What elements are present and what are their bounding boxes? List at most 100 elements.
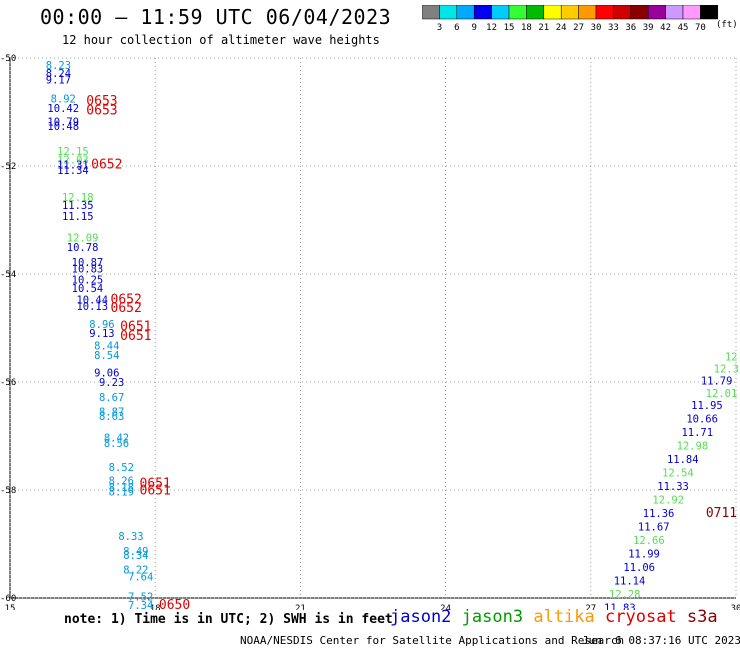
wave-height-label: 10.25 bbox=[72, 275, 104, 287]
pass-time-label: 0650 bbox=[159, 598, 190, 610]
pass-time-label: 0651 bbox=[140, 476, 171, 491]
wave-height-label: 8.42 bbox=[104, 432, 129, 444]
wave-height-label: 11.67 bbox=[638, 522, 670, 534]
satellite-legend-jason3: jason3 bbox=[461, 607, 524, 627]
generated-timestamp: Jun 6 08:37:16 UTC 2023 bbox=[582, 634, 740, 647]
credit-line: NOAA/NESDIS Center for Satellite Applica… bbox=[240, 634, 625, 647]
wave-height-label: 11.14 bbox=[614, 576, 646, 588]
x-tick-label: 21 bbox=[295, 604, 306, 610]
wave-height-label: 8.54 bbox=[94, 350, 119, 362]
wave-height-label: 8.18 bbox=[109, 482, 134, 494]
colorbar-tick-label: 12 bbox=[486, 23, 497, 31]
wave-height-label: 8.19 bbox=[109, 486, 134, 498]
y-tick-label: -58 bbox=[0, 486, 16, 496]
satellite-legend-jason2: jason2 bbox=[390, 607, 452, 627]
color-scale-legend: 3 6 9 12 15 18 21 24 27 30 33 36 39 42 45 70 bbox=[422, 5, 719, 31]
pass-time-label: 0652 bbox=[111, 293, 142, 308]
wave-height-label: 8.52 bbox=[109, 462, 134, 474]
wave-height-label: 11.06 bbox=[623, 562, 655, 574]
wave-height-label: 10.78 bbox=[67, 242, 99, 254]
wave-height-label: 11.36 bbox=[643, 508, 675, 520]
colorbar-tick-label: 39 bbox=[643, 23, 654, 31]
wave-height-label: 7.64 bbox=[128, 572, 153, 584]
wave-height-map: 15 18 21 24 27 30-50-52-54-56-58-608.238.249.… bbox=[0, 54, 740, 610]
colorbar-tick-label: 9 bbox=[471, 23, 476, 31]
wave-height-label: 8.22 bbox=[123, 565, 148, 577]
wave-height-label: 9.13 bbox=[89, 328, 114, 340]
pass-time-label: 0653 bbox=[86, 94, 117, 109]
color-scale-units: (ft) bbox=[716, 20, 738, 30]
wave-height-label: 8.34 bbox=[123, 550, 148, 562]
wave-height-label: 10.79 bbox=[47, 117, 79, 129]
wave-height-label: 12.92 bbox=[652, 495, 684, 507]
wave-height-label: 10.42 bbox=[47, 103, 79, 115]
colorbar-tick-label: 36 bbox=[625, 23, 636, 31]
colorbar-swatch bbox=[700, 5, 719, 20]
wave-height-label: 8.44 bbox=[94, 341, 119, 353]
y-tick-label: -50 bbox=[0, 54, 16, 64]
satellite-legend: jason2 jason3 altika cryosat s3a bbox=[390, 607, 718, 627]
wave-height-label: 11.71 bbox=[681, 427, 713, 439]
page-subtitle: 12 hour collection of altimeter wave hei… bbox=[62, 33, 380, 47]
pass-time-label: 0653 bbox=[86, 104, 117, 119]
x-tick-label: 30 bbox=[731, 604, 740, 610]
wave-height-label: 12.03 bbox=[57, 154, 89, 166]
pass-time-label: 0711 bbox=[706, 506, 737, 521]
wave-height-label: 8.26 bbox=[109, 476, 134, 488]
wave-height-label: 8.24 bbox=[46, 68, 71, 80]
wave-height-label: 8.87 bbox=[99, 406, 124, 418]
wave-height-label: 12.28 bbox=[609, 589, 641, 601]
wave-height-label: 12.18 bbox=[62, 192, 94, 204]
pass-time-label: 0652 bbox=[91, 158, 122, 173]
wave-height-label: 11.79 bbox=[701, 376, 733, 388]
y-tick-label: -54 bbox=[0, 270, 16, 280]
wave-height-label: 8.56 bbox=[104, 438, 129, 450]
wave-height-label: 10.66 bbox=[686, 414, 718, 426]
colorbar-tick-label: 21 bbox=[538, 23, 549, 31]
wave-height-label: 7.34 bbox=[128, 600, 153, 610]
wave-height-label: 11.31 bbox=[57, 160, 89, 172]
wave-height-label: 10.48 bbox=[47, 121, 79, 133]
wave-height-label: 11.15 bbox=[62, 211, 94, 223]
colorbar-tick-label: 33 bbox=[608, 23, 619, 31]
wave-height-label: 8.92 bbox=[51, 93, 76, 105]
pass-time-label: 0651 bbox=[120, 329, 151, 344]
satellite-legend-s3a: s3a bbox=[686, 607, 718, 627]
colorbar-tick-label: 6 bbox=[454, 23, 459, 31]
colorbar-tick-label: 30 bbox=[591, 23, 602, 31]
wave-height-label: 11.34 bbox=[57, 165, 89, 177]
colorbar-tick-label: 3 bbox=[437, 23, 442, 31]
wave-height-label: 11.99 bbox=[628, 549, 660, 561]
footer-note: note: 1) Time is in UTC; 2) SWH is in fe… bbox=[64, 612, 393, 627]
wave-height-label: 7.52 bbox=[128, 592, 153, 604]
wave-height-label: 10.13 bbox=[76, 301, 108, 313]
wave-height-label: 10.87 bbox=[72, 257, 104, 269]
wave-height-label: 8.63 bbox=[99, 411, 124, 423]
y-tick-label: -56 bbox=[0, 378, 16, 388]
colorbar-tick-label: 27 bbox=[573, 23, 584, 31]
wave-height-label: 12.09 bbox=[67, 233, 99, 245]
x-tick-label: 18 bbox=[150, 604, 161, 610]
wave-height-label: 12.98 bbox=[677, 441, 709, 453]
wave-height-label: 11.33 bbox=[657, 481, 689, 493]
wave-height-label: 12.01 bbox=[706, 388, 738, 400]
y-tick-label: -60 bbox=[0, 594, 16, 604]
wave-height-label: 8.33 bbox=[118, 531, 143, 543]
wave-height-label: 12.3 bbox=[714, 363, 739, 375]
wave-height-label: 10.83 bbox=[72, 263, 104, 275]
pass-time-label: 0652 bbox=[111, 301, 142, 316]
wave-height-label: 8.49 bbox=[123, 546, 148, 558]
wave-height-label: 12 bbox=[725, 351, 738, 363]
wave-height-label: 11.35 bbox=[62, 200, 94, 212]
satellite-legend-cryosat: cryosat bbox=[605, 607, 677, 627]
wave-height-label: 8.23 bbox=[46, 60, 71, 72]
colorbar-tick-label: 15 bbox=[504, 23, 515, 31]
wave-height-label: 11.95 bbox=[691, 400, 723, 412]
wave-height-label: 9.06 bbox=[94, 368, 119, 380]
page-title: 00:00 — 11:59 UTC 06/04/2023 bbox=[40, 5, 392, 29]
colorbar-tick-label: 24 bbox=[556, 23, 567, 31]
wave-height-label: 12.66 bbox=[633, 535, 665, 547]
wave-height-label: 10.54 bbox=[72, 283, 104, 295]
wave-height-label: 8.96 bbox=[89, 319, 114, 331]
wave-height-label: 8.67 bbox=[99, 392, 124, 404]
